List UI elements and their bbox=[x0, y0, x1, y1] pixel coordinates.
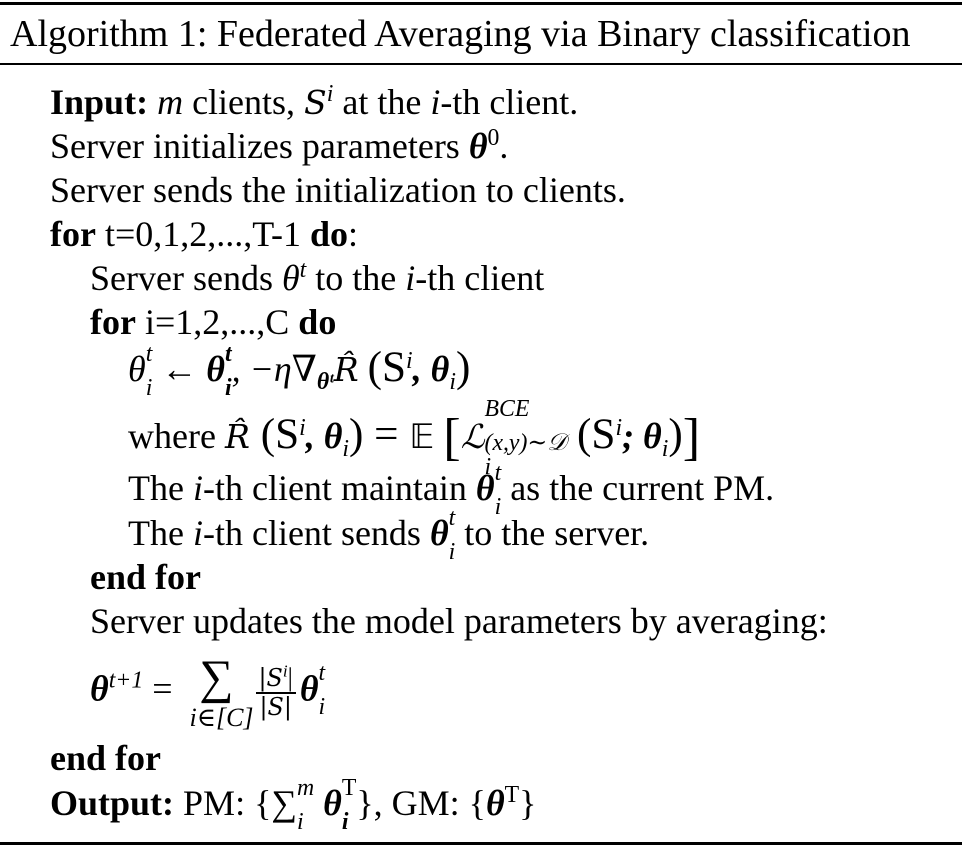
outer-for-line: for t=0,1,2,...,T-1 do: bbox=[50, 214, 358, 254]
inner-end-for: end for bbox=[90, 557, 201, 597]
outer-end-for: end for bbox=[50, 738, 161, 778]
server-sends-line: Server sends θt to the i-th client bbox=[90, 257, 545, 298]
inner-for-line: for i=1,2,...,C do bbox=[90, 302, 337, 342]
algorithm-caption: Algorithm 1: Federated Averaging via Bin… bbox=[10, 13, 911, 55]
caption-rule bbox=[0, 63, 962, 65]
fraction: |Si| |S| bbox=[255, 662, 296, 720]
sum-operator: ∑ i∈[C] bbox=[189, 651, 254, 732]
averaging-formula: θt+1 = ∑ i∈[C] |Si| |S| θ t i bbox=[90, 651, 326, 732]
send-init-line: Server sends the initialization to clien… bbox=[50, 170, 626, 210]
where-line: where R̂ (Si, θi) = 𝔼 [ℒ BCE (x,y)∼𝒟 i (Si;… bbox=[128, 396, 701, 480]
init-line: Server initializes parameters θ0. bbox=[50, 125, 509, 166]
input-line: Input: m clients, Si at the i-th client. bbox=[50, 81, 579, 122]
top-rule bbox=[0, 2, 962, 5]
averaging-line: Server updates the model parameters by a… bbox=[90, 601, 828, 641]
bottom-rule bbox=[0, 842, 962, 845]
